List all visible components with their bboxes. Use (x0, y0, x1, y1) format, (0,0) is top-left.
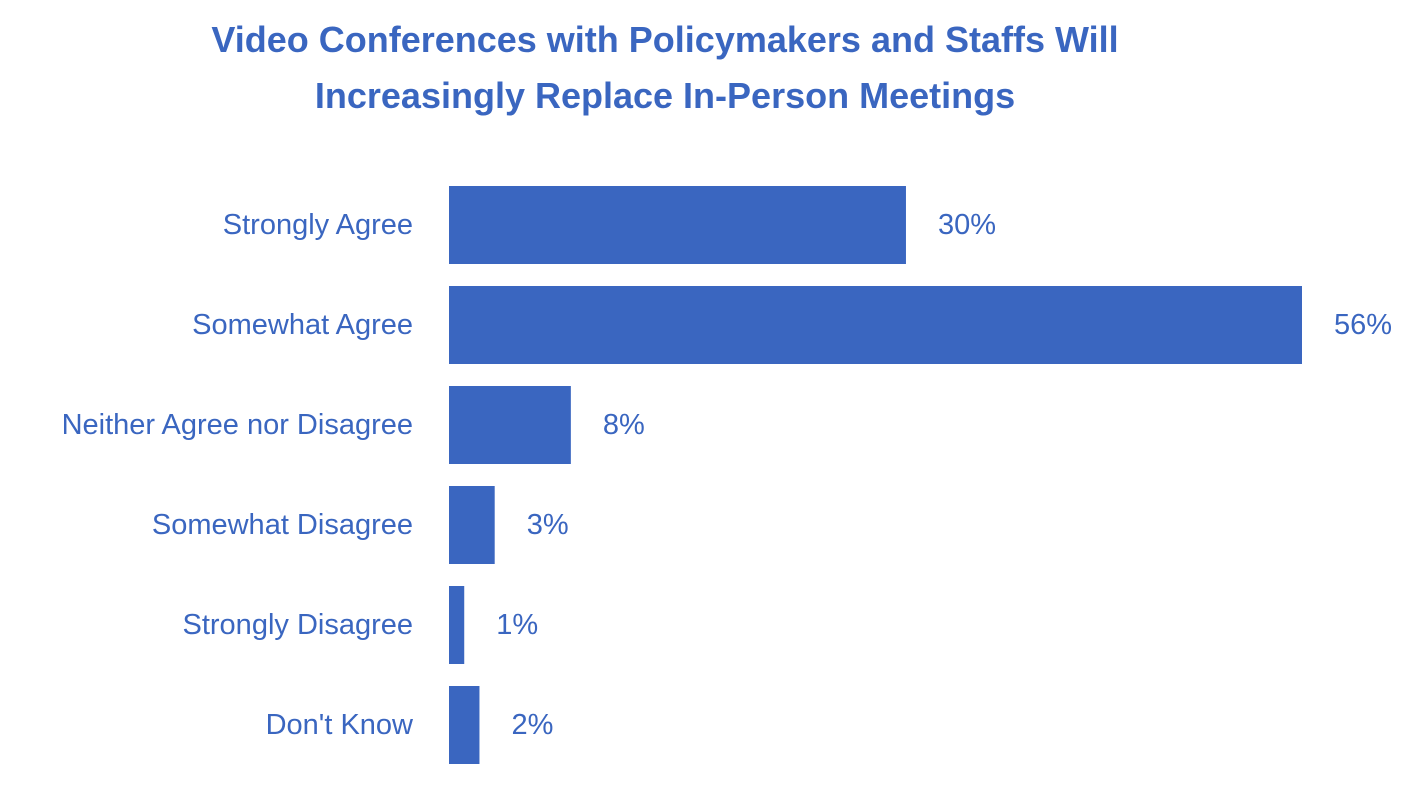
data-label: 8% (603, 409, 645, 441)
chart-title: Video Conferences with Policymakers and … (0, 12, 1330, 124)
category-label: Strongly Agree (223, 209, 413, 241)
category-label: Somewhat Disagree (152, 509, 413, 541)
category-label: Neither Agree nor Disagree (62, 409, 413, 441)
bars-group (449, 186, 1302, 764)
category-label: Don't Know (266, 709, 414, 741)
bar (449, 386, 571, 464)
data-label: 1% (496, 609, 538, 641)
bar (449, 686, 480, 764)
bar (449, 486, 495, 564)
bar (449, 286, 1302, 364)
data-label: 56% (1334, 309, 1392, 341)
data-label: 30% (938, 209, 996, 241)
data-label: 3% (527, 509, 569, 541)
chart-title-line-2: Increasingly Replace In-Person Meetings (314, 75, 1016, 116)
bar (449, 586, 465, 664)
category-label: Strongly Disagree (183, 609, 414, 641)
data-label: 2% (511, 709, 553, 741)
category-label: Somewhat Agree (192, 309, 413, 341)
bar (449, 186, 906, 264)
data-labels-group: 30% 56% 8% 3% 1% 2% (496, 209, 1392, 741)
chart-title-line-1: Video Conferences with Policymakers and … (211, 19, 1119, 60)
category-labels-group: Strongly Agree Somewhat Agree Neither Agre… (62, 209, 414, 741)
